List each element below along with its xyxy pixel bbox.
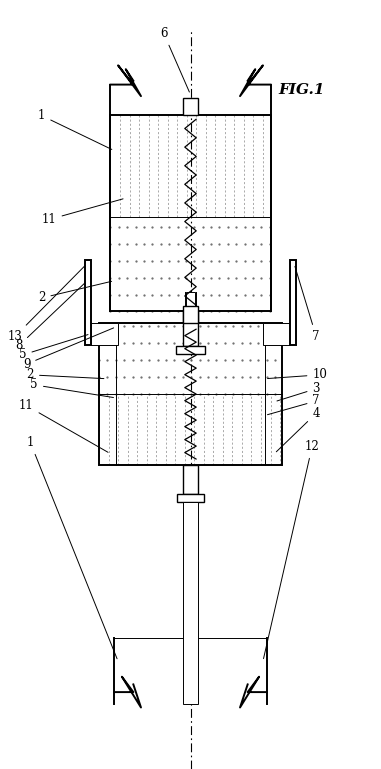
Bar bbox=[85, 260, 91, 345]
Bar bbox=[183, 98, 198, 115]
Bar bbox=[263, 323, 290, 345]
Text: 13: 13 bbox=[8, 266, 85, 343]
Text: 5: 5 bbox=[19, 335, 88, 361]
Bar bbox=[110, 115, 271, 218]
Text: 7: 7 bbox=[295, 266, 320, 343]
Text: 6: 6 bbox=[160, 27, 189, 92]
Bar bbox=[177, 494, 204, 502]
Text: 1: 1 bbox=[27, 436, 117, 659]
Text: 3: 3 bbox=[277, 382, 320, 401]
Bar bbox=[91, 323, 118, 345]
Text: 8: 8 bbox=[15, 283, 85, 352]
Text: 11: 11 bbox=[42, 199, 123, 226]
Text: 1: 1 bbox=[38, 109, 112, 149]
Text: 2: 2 bbox=[38, 281, 112, 305]
Bar bbox=[110, 115, 271, 311]
Text: 7: 7 bbox=[267, 394, 320, 414]
Bar bbox=[176, 346, 205, 354]
Text: 11: 11 bbox=[19, 399, 108, 452]
Text: 12: 12 bbox=[264, 440, 320, 658]
Bar bbox=[290, 260, 296, 345]
Text: 9: 9 bbox=[23, 328, 114, 371]
Bar bbox=[183, 502, 198, 704]
Text: 4: 4 bbox=[276, 407, 320, 451]
Text: 2: 2 bbox=[27, 368, 104, 381]
Bar bbox=[183, 311, 198, 346]
Text: FIG.1: FIG.1 bbox=[278, 83, 325, 97]
Text: 5: 5 bbox=[30, 378, 114, 398]
Bar bbox=[186, 292, 195, 306]
Bar bbox=[183, 465, 198, 494]
Text: 10: 10 bbox=[267, 368, 327, 381]
Bar bbox=[183, 306, 198, 323]
Bar bbox=[99, 323, 282, 465]
